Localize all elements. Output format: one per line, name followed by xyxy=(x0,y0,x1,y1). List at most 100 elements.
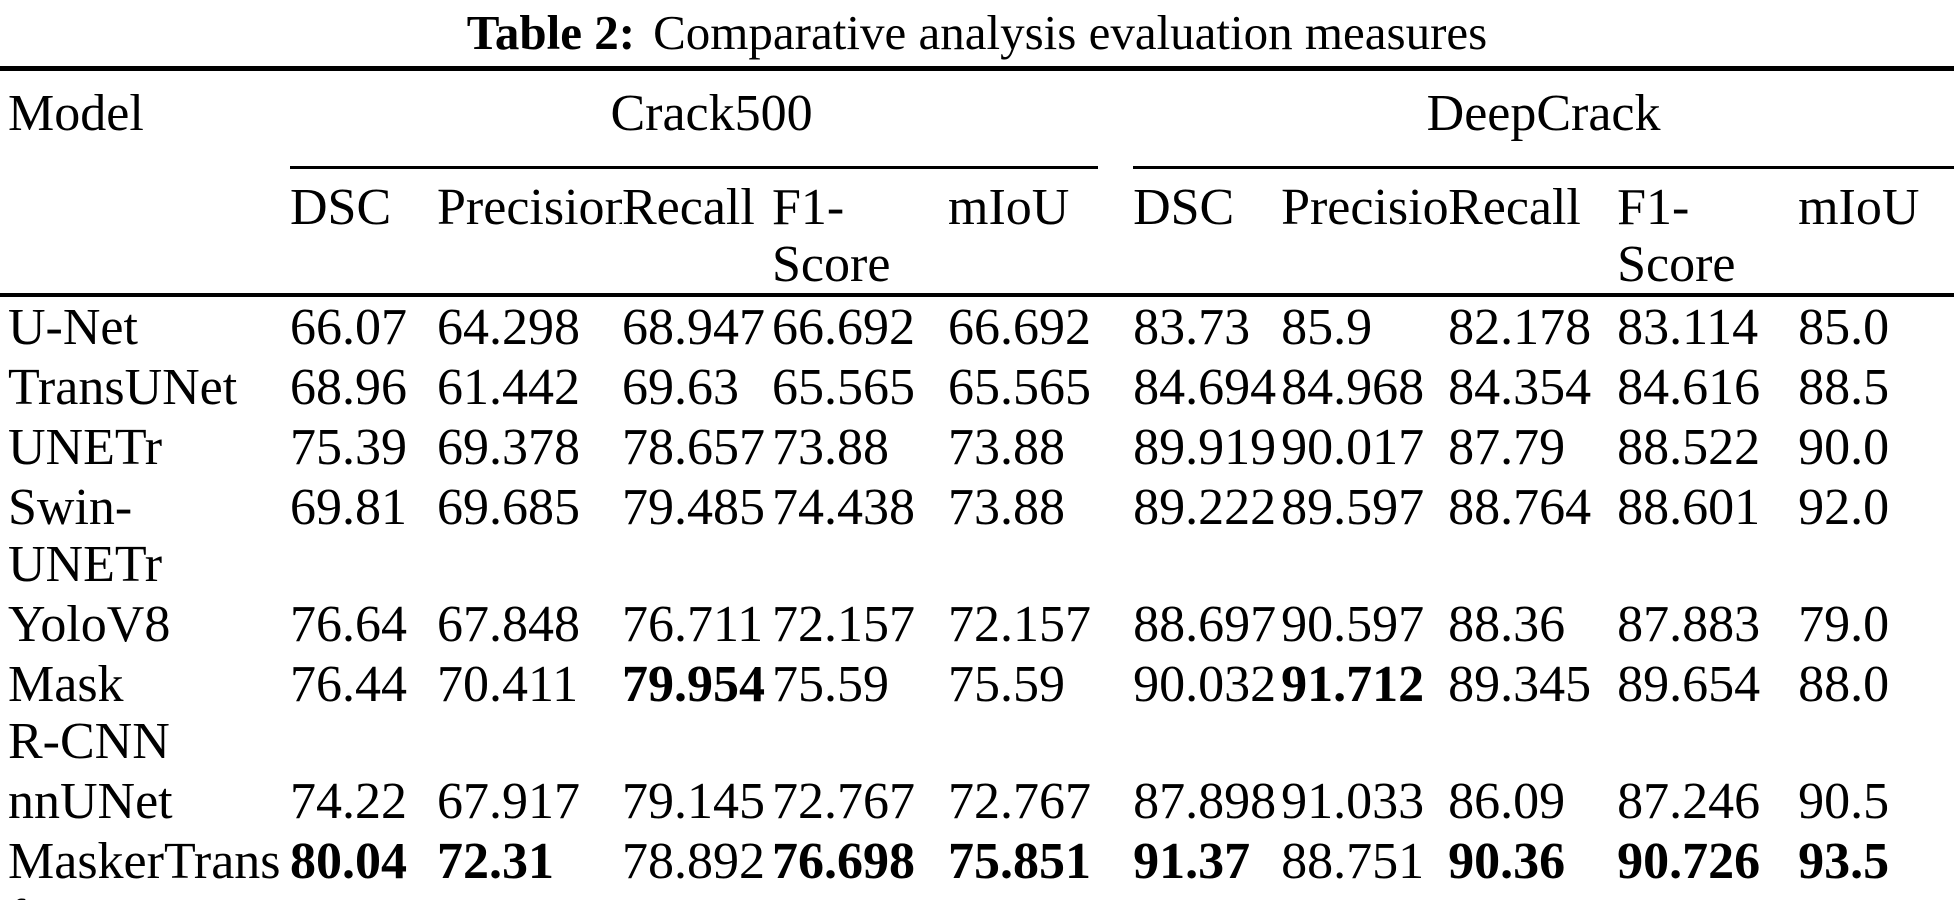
model-cell: MaskerTrans former xyxy=(0,831,290,900)
value-cell-best: 91.712 xyxy=(1281,656,1425,713)
metric-header-precision-crack500: Precision xyxy=(437,169,622,297)
crack500-cmidrule xyxy=(290,166,1099,169)
table-row-unetr: UNETr 75.39 69.378 78.657 73.88 73.88 89… xyxy=(0,417,1954,477)
value-cell: 68.96 xyxy=(290,359,407,416)
value-cell: 89.919 xyxy=(1133,419,1277,476)
group-header-crack500: Crack500 xyxy=(290,69,1133,169)
value-cell: 69.685 xyxy=(437,479,580,536)
value-cell-best: 93.5 xyxy=(1798,831,1954,900)
metric-header-dsc-crack500: DSC xyxy=(290,169,437,297)
value-cell-best: 90.726 xyxy=(1617,831,1799,900)
metric-header-miou-deepcrack: mIoU xyxy=(1798,169,1954,297)
value-cell: 72.767 xyxy=(772,773,915,830)
value-cell: 90.017 xyxy=(1281,419,1425,476)
value-cell: 84.354 xyxy=(1448,359,1592,416)
value-cell: 66.692 xyxy=(948,299,1091,356)
metric-header-recall-crack500: Recall xyxy=(622,169,772,297)
metric-header-row: DSC Precision Recall F1-Score mIoU DSC P… xyxy=(0,169,1954,297)
value-cell: 90.032 xyxy=(1133,656,1277,713)
value-cell: 75.39 xyxy=(290,419,407,476)
value-cell: 88.36 xyxy=(1448,596,1566,653)
value-cell: 75.59 xyxy=(772,656,889,713)
table-row-yolov8: YoloV8 76.64 67.848 76.711 72.157 72.157… xyxy=(0,594,1954,654)
value-cell: 67.917 xyxy=(437,773,580,830)
value-cell: 66.07 xyxy=(290,299,407,356)
value-cell: 79.485 xyxy=(622,479,765,536)
table-row-swin-unetr: Swin- UNETr 69.81 69.685 79.485 74.438 7… xyxy=(0,477,1954,594)
value-cell: 79.145 xyxy=(622,773,765,830)
value-cell: 78.657 xyxy=(622,419,765,476)
value-cell: 90.0 xyxy=(1798,419,1890,476)
group-header-row: Model Crack500 DeepCrack xyxy=(0,68,1954,297)
model-cell: Swin- UNETr xyxy=(8,479,163,593)
value-cell: 72.767 xyxy=(948,773,1091,830)
value-cell: 72.157 xyxy=(772,596,915,653)
table-row-maskertransformer: MaskerTrans former 80.04 72.31 78.892 76… xyxy=(0,831,1954,900)
value-cell: 73.88 xyxy=(948,479,1065,536)
value-cell: 82.178 xyxy=(1448,299,1592,356)
value-cell: 72.157 xyxy=(948,596,1091,653)
value-cell: 67.848 xyxy=(437,596,580,653)
value-cell-best: 79.954 xyxy=(622,656,765,713)
table-caption-number: Table 2: xyxy=(466,5,636,60)
value-cell: 90.5 xyxy=(1798,773,1890,830)
value-cell-best: 90.36 xyxy=(1448,831,1618,900)
value-cell: 65.565 xyxy=(772,359,915,416)
model-cell: nnUNet xyxy=(8,773,173,830)
table-row-transunet: TransUNet 68.96 61.442 69.63 65.565 65.5… xyxy=(0,357,1954,417)
value-cell: 70.411 xyxy=(437,656,579,713)
value-cell: 83.114 xyxy=(1617,299,1759,356)
value-cell: 73.88 xyxy=(948,419,1065,476)
value-cell: 85.0 xyxy=(1798,299,1890,356)
value-cell: 88.751 xyxy=(1281,831,1449,900)
value-cell: 78.892 xyxy=(622,831,772,900)
value-cell-best: 76.698 xyxy=(772,831,948,900)
value-cell: 61.442 xyxy=(437,359,580,416)
value-cell: 91.033 xyxy=(1281,773,1425,830)
group-header-deepcrack: DeepCrack xyxy=(1133,69,1954,169)
model-cell: YoloV8 xyxy=(8,596,171,653)
value-cell: 89.222 xyxy=(1133,479,1277,536)
table-row-mask-rcnn: Mask R-CNN 76.44 70.411 79.954 75.59 75.… xyxy=(0,654,1954,771)
value-cell: 75.59 xyxy=(948,656,1065,713)
metric-header-precision-deepcrack: Precision xyxy=(1281,169,1449,297)
table-caption-text: Comparative analysis evaluation measures xyxy=(653,5,1488,60)
group-header-crack500-label: Crack500 xyxy=(610,85,813,142)
value-cell: 69.378 xyxy=(437,419,580,476)
value-cell: 76.44 xyxy=(290,656,407,713)
value-cell: 87.246 xyxy=(1617,773,1761,830)
deepcrack-cmidrule xyxy=(1133,166,1954,169)
table-row-unet: U-Net 66.07 64.298 68.947 66.692 66.692 … xyxy=(0,295,1954,357)
metric-header-miou-crack500: mIoU xyxy=(948,169,1134,297)
table-row-nnunet: nnUNet 74.22 67.917 79.145 72.767 72.767… xyxy=(0,771,1954,831)
value-cell: 76.64 xyxy=(290,596,407,653)
metric-header-f1score-crack500: F1-Score xyxy=(772,169,948,297)
value-cell: 69.81 xyxy=(290,479,407,536)
value-cell: 65.565 xyxy=(948,359,1091,416)
value-cell: 83.73 xyxy=(1133,299,1251,356)
value-cell: 89.345 xyxy=(1448,656,1592,713)
model-cell: TransUNet xyxy=(8,359,238,416)
metric-header-recall-deepcrack: Recall xyxy=(1448,169,1618,297)
value-cell: 84.616 xyxy=(1617,359,1761,416)
metric-header-dsc-deepcrack: DSC xyxy=(1133,169,1282,297)
value-cell: 86.09 xyxy=(1448,773,1566,830)
value-cell: 88.764 xyxy=(1448,479,1592,536)
value-cell: 79.0 xyxy=(1798,596,1890,653)
table-caption: Table 2: Comparative analysis evaluation … xyxy=(0,0,1954,66)
value-cell-best: 75.851 xyxy=(948,831,1134,900)
value-cell: 88.522 xyxy=(1617,419,1761,476)
metric-header-f1score-deepcrack: F1-Score xyxy=(1617,169,1799,297)
value-cell: 84.694 xyxy=(1133,359,1277,416)
results-table: Model Crack500 DeepCrack DSC Precision R… xyxy=(0,66,1954,900)
value-cell: 87.883 xyxy=(1617,596,1761,653)
value-cell: 66.692 xyxy=(772,299,915,356)
value-cell: 84.968 xyxy=(1281,359,1425,416)
value-cell: 90.597 xyxy=(1281,596,1425,653)
value-cell: 64.298 xyxy=(437,299,580,356)
value-cell: 73.88 xyxy=(772,419,889,476)
value-cell-best: 72.31 xyxy=(437,831,622,900)
value-cell: 87.79 xyxy=(1448,419,1566,476)
model-column-header: Model xyxy=(0,68,290,297)
value-cell-best: 91.37 xyxy=(1133,831,1282,900)
